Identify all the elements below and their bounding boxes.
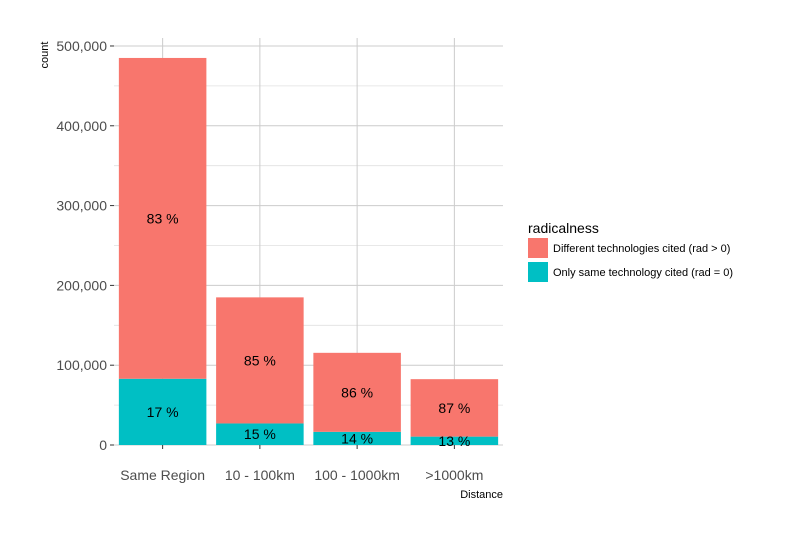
x-tick-label: 100 - 1000km: [314, 467, 400, 483]
x-axis-title: Distance: [460, 489, 503, 501]
y-axis-ticks: 0 100,000 200,000 300,000 400,000 500,000: [56, 38, 114, 453]
legend-swatch: [528, 238, 548, 258]
bar-segment: [313, 352, 401, 432]
bar-percent-label: 83 %: [147, 210, 179, 226]
bar-percent-label: 17 %: [147, 404, 179, 420]
x-tick-label: 10 - 100km: [225, 467, 295, 483]
bar-percent-label: 87 %: [438, 400, 470, 416]
bar-percent-label: 13 %: [438, 433, 470, 449]
legend-label: Different technologies cited (rad > 0): [553, 243, 730, 255]
y-tick-label: 200,000: [56, 277, 107, 293]
bar-percent-label: 15 %: [244, 426, 276, 442]
bar-percent-label: 86 %: [341, 384, 373, 400]
y-tick-label: 500,000: [56, 38, 107, 54]
bar-segment: [216, 297, 304, 424]
x-tick-label: Same Region: [120, 467, 205, 483]
legend-swatch: [528, 262, 548, 282]
y-axis-title: count: [39, 42, 51, 69]
bar-segment: [313, 431, 401, 445]
x-axis-ticks: Same Region 10 - 100km 100 - 1000km >1000km: [120, 445, 483, 483]
y-tick-label: 300,000: [56, 198, 107, 214]
legend: radicalness Different technologies cited…: [528, 220, 733, 282]
bar-percent-label: 85 %: [244, 352, 276, 368]
legend-items: Different technologies cited (rad > 0) On…: [528, 238, 733, 282]
bar-segment: [410, 436, 499, 445]
bar-percent-label: 14 %: [341, 430, 373, 446]
bar-segment: [216, 423, 304, 445]
bar-segment: [410, 379, 499, 437]
bars: [118, 57, 499, 445]
y-tick-label: 100,000: [56, 357, 107, 373]
data-labels: 17 % 83 % 15 % 85 % 14 % 86 % 13 % 87 %: [147, 210, 471, 448]
y-tick-label: 400,000: [56, 118, 107, 134]
bar-segment: [118, 57, 207, 379]
x-tick-label: >1000km: [425, 467, 483, 483]
legend-title: radicalness: [528, 220, 599, 236]
legend-label: Only same technology cited (rad = 0): [553, 267, 733, 279]
y-tick-label: 0: [99, 437, 107, 453]
bar-segment: [118, 378, 207, 445]
